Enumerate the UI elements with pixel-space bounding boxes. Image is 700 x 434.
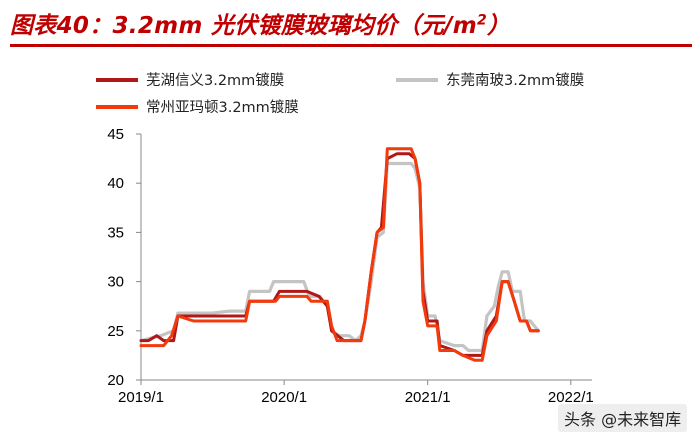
x-tick-label: 2020/1 [261, 389, 307, 406]
y-tick-label: 20 [107, 372, 124, 389]
y-tick-label: 25 [107, 323, 124, 340]
title-underline [10, 44, 692, 47]
y-tick-label: 35 [107, 224, 124, 241]
title-close: ） [487, 13, 511, 39]
watermark: 头条 @未来智库 [558, 404, 688, 432]
title-superscript: 2 [476, 12, 488, 29]
legend-label-3: 常州亚玛顿3.2mm镀膜 [146, 99, 299, 116]
y-tick-label: 45 [107, 126, 124, 143]
series-line-3 [139, 147, 540, 362]
legend-label-1: 芜湖信义3.2mm镀膜 [146, 72, 284, 89]
title-text: 图表40：3.2mm 光伏镀膜玻璃均价（元/m [10, 13, 477, 39]
axes: 20 25 30 35 40 45 2019/1 2020/1 2021/1 2022/1 [107, 126, 593, 406]
series-line-1 [139, 152, 540, 357]
x-tick-label: 2019/1 [118, 389, 164, 406]
chart-title: 图表40：3.2mm 光伏镀膜玻璃均价（元/m2） [10, 6, 510, 40]
series-line-2 [139, 161, 540, 353]
y-tick-label: 40 [107, 175, 124, 192]
series-group [139, 147, 540, 362]
y-tick-label: 30 [107, 274, 124, 291]
legend-label-2: 东莞南玻3.2mm镀膜 [446, 72, 584, 89]
x-tick-label: 2022/1 [548, 389, 594, 406]
x-tick-label: 2021/1 [405, 389, 451, 406]
